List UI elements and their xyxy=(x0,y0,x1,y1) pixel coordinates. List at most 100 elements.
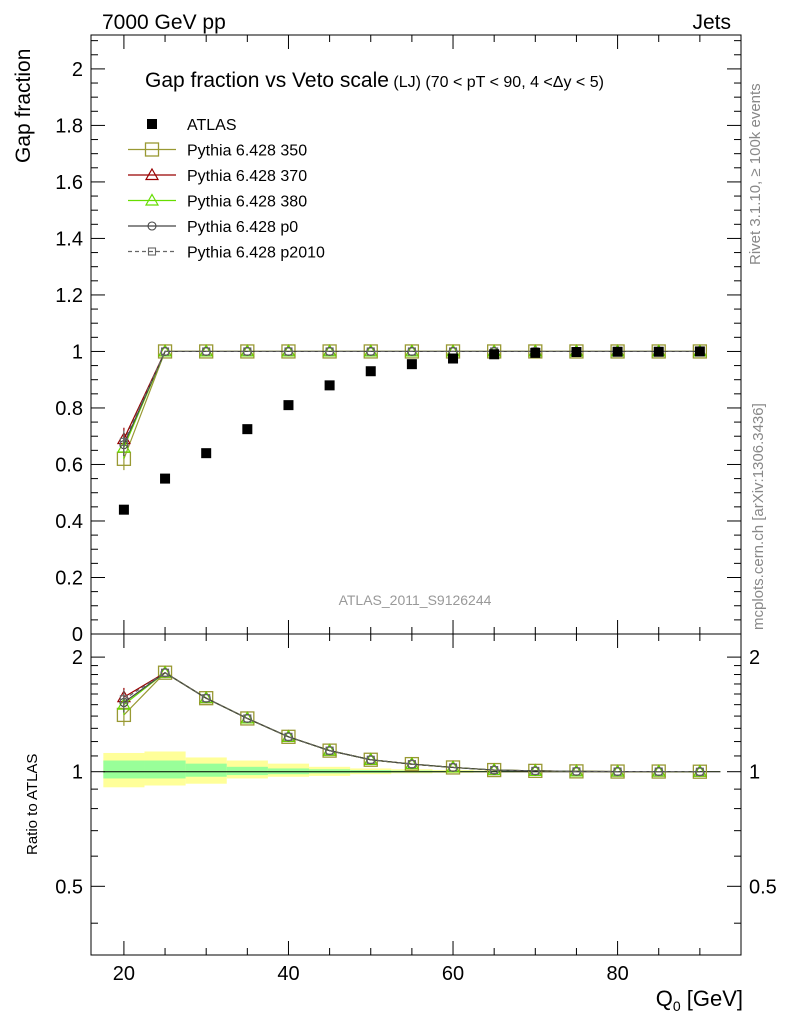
main-point-ATLAS xyxy=(242,424,253,435)
main-point-ATLAS xyxy=(160,473,171,484)
analysis-watermark: ATLAS_2011_S9126244 xyxy=(339,592,492,608)
ratio-series-line-380 xyxy=(123,671,700,773)
main-point-p2010 xyxy=(202,347,211,356)
main-point-p2010 xyxy=(161,347,170,356)
ratio-ytick-label: 1 xyxy=(72,762,83,784)
main-point-ATLAS xyxy=(283,400,294,411)
ratio-ylabel: Ratio to ATLAS xyxy=(24,754,41,855)
main-ytick-label: 2 xyxy=(72,59,83,81)
main-point-ATLAS xyxy=(571,347,582,358)
main-point-ATLAS xyxy=(612,346,623,357)
xlabel-q: Q xyxy=(656,986,673,1011)
main-ytick-label: 0.4 xyxy=(55,511,83,533)
ratio-band-inner xyxy=(226,766,268,776)
legend-marker-p2010 xyxy=(147,247,157,256)
legend-label-ATLAS: ATLAS xyxy=(187,117,237,134)
legend-item-p2010: Pythia 6.428 p2010 xyxy=(128,245,325,262)
ratio-point-p2010 xyxy=(284,732,293,741)
main-ytick-label: 0.2 xyxy=(55,567,83,589)
legend-item-ATLAS: ATLAS xyxy=(147,117,237,134)
main-point-ATLAS xyxy=(694,346,705,357)
main-point-ATLAS xyxy=(653,346,664,357)
ratio-point-p2010 xyxy=(448,763,458,772)
main-point-ATLAS xyxy=(448,353,459,364)
ratio-ytick-label: 2 xyxy=(72,647,83,669)
ratio-ytick-label-right: 0.5 xyxy=(749,876,777,898)
main-point-ATLAS xyxy=(324,380,335,391)
chart-title-main: Gap fraction vs Veto scale xyxy=(145,69,389,92)
header-left: 7000 GeV pp xyxy=(102,11,226,34)
main-panel: 0 0.2 0.4 0.6 0.8 1 1.2 1.4 1.6 1.8 2 xyxy=(55,34,742,646)
ratio-series-line-370 xyxy=(123,671,700,773)
chart-title: Gap fraction vs Veto scale (LJ) (70 < pT… xyxy=(145,69,604,92)
ratio-ytick-label-right: 2 xyxy=(749,647,760,669)
legend: ATLAS Pythia 6.428 350 Pythia 6.428 370 Pyt… xyxy=(128,117,325,262)
ratio-point-p2010 xyxy=(654,767,663,776)
ratio-band-inner xyxy=(103,760,145,779)
main-point-p2010 xyxy=(284,347,293,356)
ratio-point-p2010 xyxy=(366,755,375,764)
main-point-ATLAS xyxy=(365,366,376,377)
main-point-ATLAS xyxy=(406,359,417,370)
legend-marker-p0 xyxy=(147,221,157,231)
legend-item-p0: Pythia 6.428 p0 xyxy=(128,219,298,236)
main-point-p2010 xyxy=(243,347,252,356)
main-ylabel: Gap fraction xyxy=(12,49,35,163)
ratio-point-p2010 xyxy=(119,695,128,704)
chart-title-sub: (LJ) (70 < pT < 90, 4 <Δy < 5) xyxy=(393,74,604,91)
ratio-band-inner xyxy=(185,763,227,777)
ratio-band-inner xyxy=(144,760,186,779)
ratio-xtick-label: 40 xyxy=(277,963,299,985)
ratio-xtick-label: 20 xyxy=(113,963,135,985)
legend-label-350: Pythia 6.428 350 xyxy=(187,143,307,160)
ratio-xtick-label: 80 xyxy=(606,963,628,985)
ratio-point-p2010 xyxy=(695,767,704,776)
ratio-series-line-p0 xyxy=(123,671,700,773)
side-label-mcplots: mcplots.cern.ch [arXiv:1306.3436] xyxy=(750,403,767,630)
main-point-ATLAS xyxy=(118,504,129,515)
main-ytick-label: 1.4 xyxy=(55,228,83,250)
legend-item-380: Pythia 6.428 380 xyxy=(128,193,307,211)
ratio-point-p2010 xyxy=(531,766,540,775)
legend-marker-350 xyxy=(144,142,160,157)
main-ytick-label: 0.8 xyxy=(55,398,83,420)
ratio-point-p2010 xyxy=(161,668,170,677)
main-ytick-label: 1.6 xyxy=(55,172,83,194)
main-point-p2010 xyxy=(325,347,334,356)
ratio-ytick-label-right: 1 xyxy=(749,762,760,784)
ratio-point-p2010 xyxy=(407,760,416,769)
xlabel-sub: 0 xyxy=(673,998,681,1014)
ratio-point-p2010 xyxy=(490,766,499,775)
ratio-point-p2010 xyxy=(243,714,252,723)
main-point-p2010 xyxy=(366,347,375,356)
main-series-line-p2010 xyxy=(123,350,700,443)
main-ytick-label: 1 xyxy=(72,341,83,363)
legend-item-350: Pythia 6.428 350 xyxy=(128,142,307,160)
main-point-p2010 xyxy=(407,347,416,356)
ratio-series-line-350 xyxy=(123,671,700,773)
xlabel-unit: [GeV] xyxy=(681,986,743,1011)
main-ytick-label: 1.8 xyxy=(55,115,83,137)
ratio-point-p2010 xyxy=(572,767,581,776)
main-point-p2010 xyxy=(119,437,128,446)
ratio-point-p2010 xyxy=(613,767,622,776)
ratio-point-p2010 xyxy=(202,694,211,703)
legend-label-p2010: Pythia 6.428 p2010 xyxy=(187,245,325,262)
main-ytick-label: 0.6 xyxy=(55,454,83,476)
legend-marker-370 xyxy=(144,167,160,181)
main-ytick-label: 0 xyxy=(72,624,83,646)
ratio-ytick-label: 0.5 xyxy=(55,876,83,898)
legend-label-370: Pythia 6.428 370 xyxy=(187,168,307,185)
ratio-panel: 0.5 0.5 1 1 2 2 20 40 60 80 xyxy=(55,633,777,985)
ratio-plot-frame xyxy=(90,633,742,956)
side-label-rivet: Rivet 3.1.10, ≥ 100k events xyxy=(747,83,764,265)
legend-marker-380 xyxy=(144,193,160,206)
header-right: Jets xyxy=(692,11,731,34)
main-point-ATLAS xyxy=(201,448,212,459)
legend-label-p0: Pythia 6.428 p0 xyxy=(187,219,298,236)
legend-item-370: Pythia 6.428 370 xyxy=(128,167,307,185)
ratio-series-line-p2010 xyxy=(123,671,700,773)
main-point-ATLAS xyxy=(530,347,541,358)
main-ytick-label: 1.2 xyxy=(55,285,83,307)
